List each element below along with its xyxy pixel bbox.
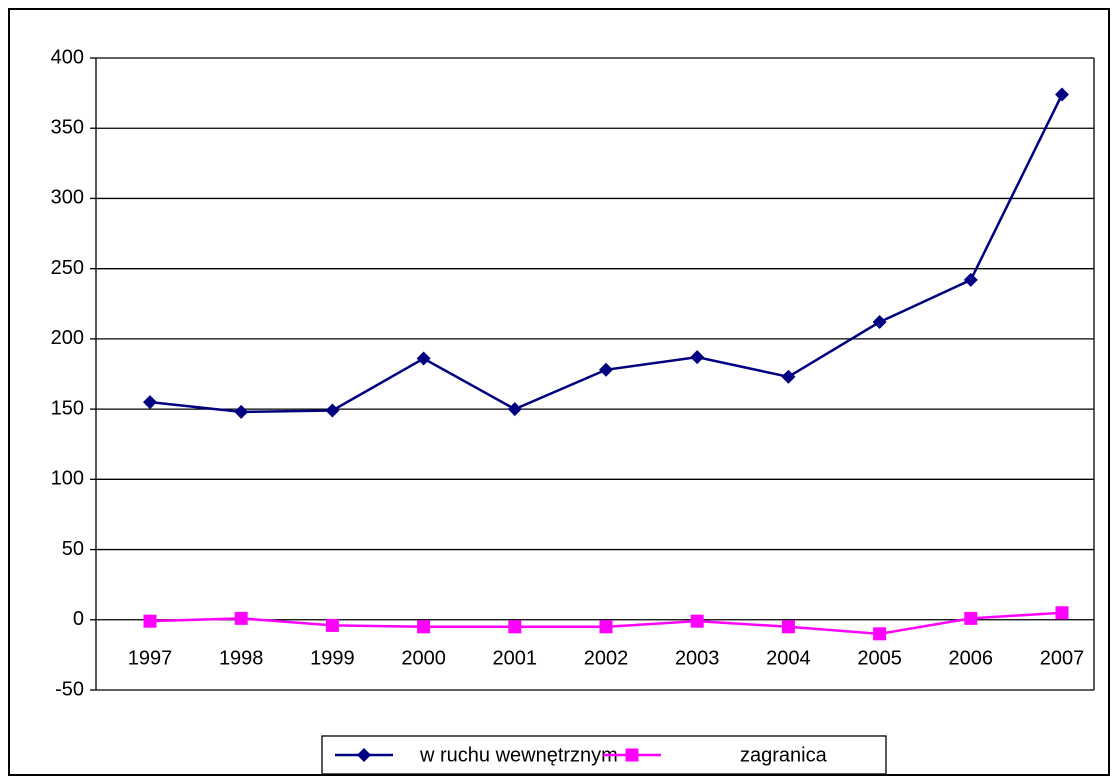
marker bbox=[357, 748, 371, 762]
y-tick-label: -50 bbox=[55, 678, 84, 700]
marker bbox=[234, 404, 249, 419]
y-tick-label: 350 bbox=[51, 117, 84, 139]
x-tick-label: 1997 bbox=[128, 647, 173, 669]
marker bbox=[325, 403, 340, 418]
marker bbox=[325, 618, 339, 632]
marker bbox=[872, 315, 887, 330]
marker bbox=[963, 272, 978, 287]
y-tick-label: 100 bbox=[51, 468, 84, 490]
y-tick-label: 150 bbox=[51, 397, 84, 419]
marker bbox=[599, 362, 613, 377]
marker bbox=[690, 614, 704, 628]
x-tick-label: 2003 bbox=[675, 647, 720, 669]
y-tick-label: 0 bbox=[73, 608, 84, 630]
y-tick-label: 200 bbox=[51, 327, 84, 349]
x-tick-label: 2004 bbox=[766, 647, 811, 669]
x-tick-label: 2002 bbox=[584, 647, 629, 669]
marker bbox=[234, 611, 248, 625]
x-tick-label: 2000 bbox=[401, 647, 446, 669]
marker bbox=[1055, 606, 1069, 620]
x-tick-label: 2001 bbox=[493, 647, 538, 669]
marker bbox=[690, 350, 705, 365]
x-tick-label: 2005 bbox=[857, 647, 902, 669]
x-tick-label: 2007 bbox=[1040, 647, 1085, 669]
marker bbox=[781, 369, 796, 384]
marker bbox=[508, 620, 522, 634]
marker bbox=[143, 395, 157, 410]
marker bbox=[416, 351, 431, 366]
legend-label: w ruchu wewnętrznym bbox=[419, 744, 618, 766]
marker bbox=[143, 614, 157, 628]
marker bbox=[507, 402, 522, 417]
x-tick-label: 2006 bbox=[949, 647, 994, 669]
marker bbox=[873, 627, 887, 641]
y-tick-label: 400 bbox=[51, 46, 84, 68]
y-tick-label: 300 bbox=[51, 187, 84, 209]
marker bbox=[781, 620, 795, 634]
y-tick-label: 250 bbox=[51, 257, 84, 279]
chart-border bbox=[8, 8, 1110, 776]
y-tick-label: 50 bbox=[62, 538, 84, 560]
marker bbox=[625, 748, 639, 762]
x-tick-label: 1998 bbox=[219, 647, 264, 669]
x-tick-label: 1999 bbox=[310, 647, 355, 669]
marker bbox=[1055, 87, 1069, 102]
legend-label: zagranica bbox=[740, 744, 828, 766]
marker bbox=[964, 611, 978, 625]
marker bbox=[599, 620, 613, 634]
marker bbox=[417, 620, 431, 634]
